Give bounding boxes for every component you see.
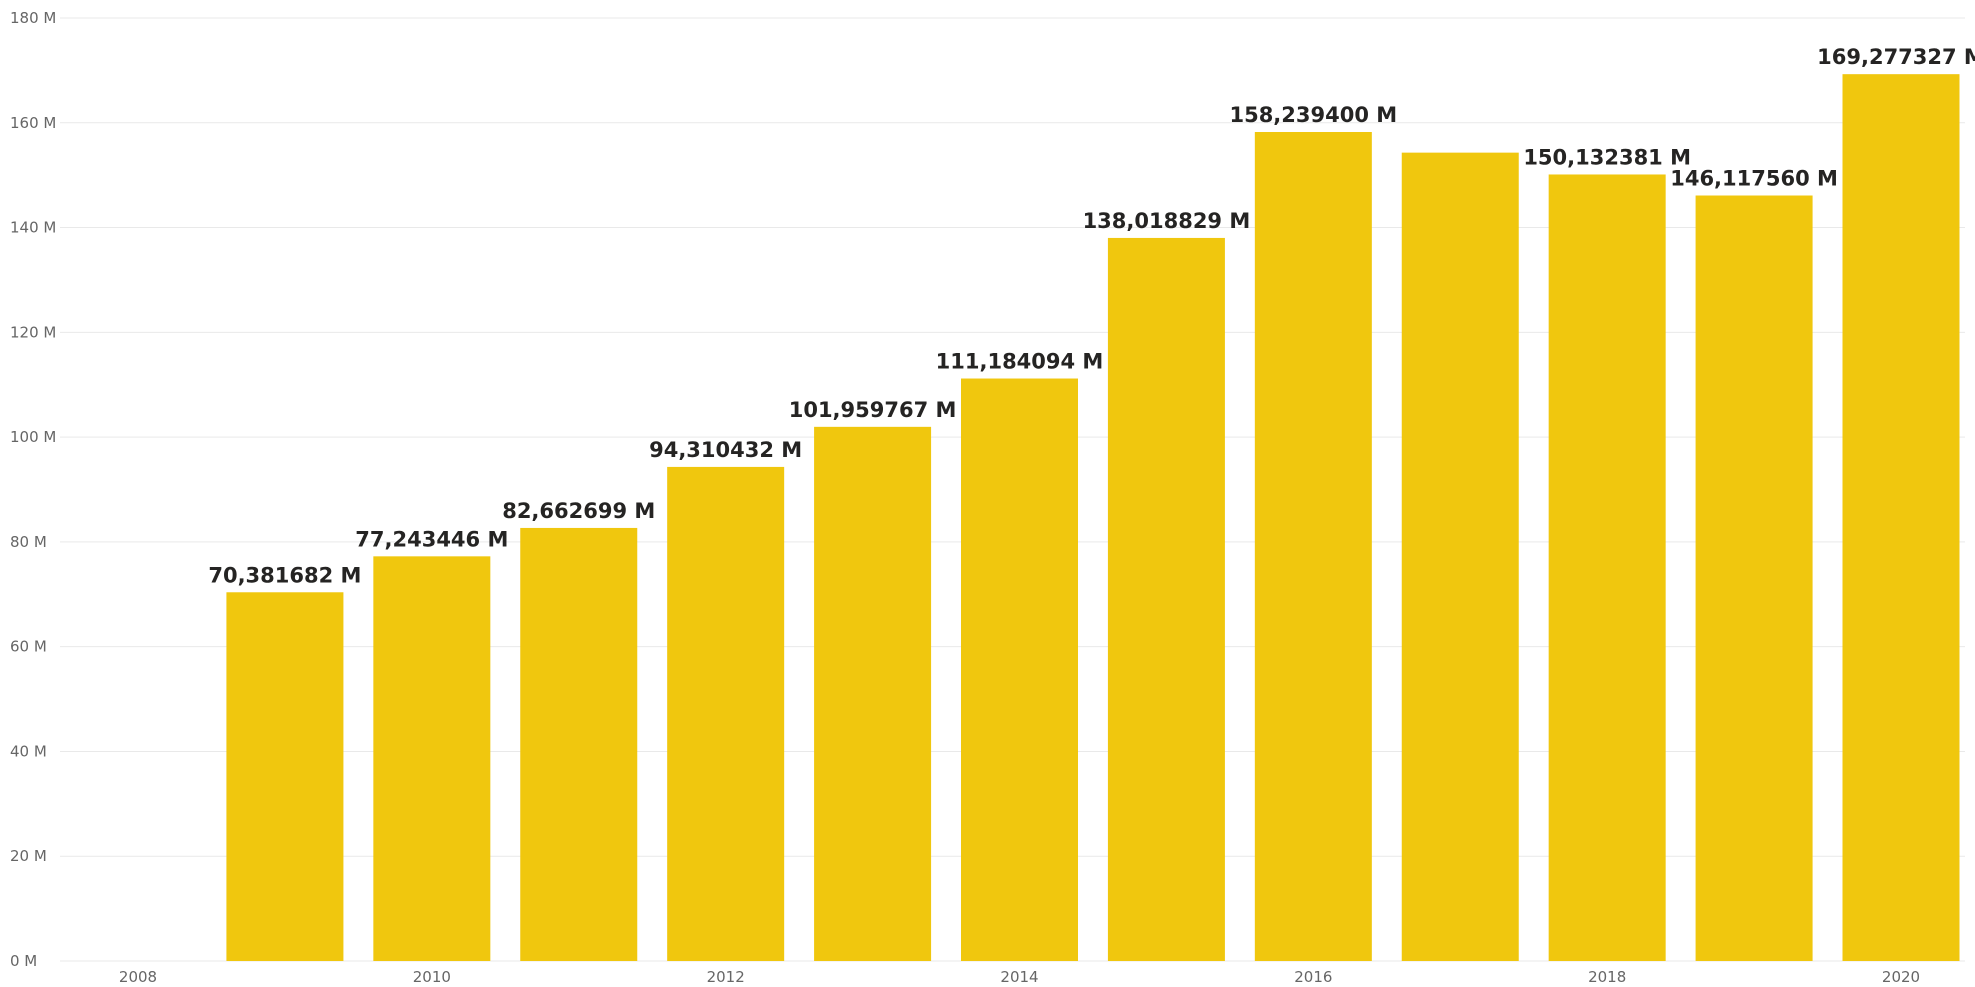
bar-2009[interactable] [226,592,344,961]
x-tick-label: 2018 [1588,968,1626,986]
bar-2010[interactable] [373,556,491,961]
bar-2013[interactable] [814,426,932,961]
x-tick-label: 2010 [413,968,451,986]
data-label-2019: 146,117560 M [1670,167,1838,191]
data-label-2011: 82,662699 M [502,499,655,523]
y-tick-label: 60 M [10,638,47,656]
bar-2015[interactable] [1107,237,1225,961]
y-tick-label: 100 M [10,428,56,446]
x-tick-label: 2020 [1882,968,1920,986]
y-tick-label: 120 M [10,323,56,341]
data-labels: 70,381682 M 77,243446 M 82,662699 M 94,3104… [208,45,1975,587]
bar-2016[interactable] [1254,132,1372,962]
y-tick-label: 20 M [10,847,47,865]
data-label-2012: 94,310432 M [649,438,802,462]
y-tick-label: 160 M [10,114,56,132]
bar-2017[interactable] [1401,152,1519,961]
bar-2011[interactable] [520,527,638,961]
bar-2019[interactable] [1695,195,1813,961]
y-tick-label: 0 M [10,952,37,970]
y-tick-label: 180 M [10,9,56,27]
data-label-2010: 77,243446 M [355,527,508,551]
data-label-2009: 70,381682 M [208,563,361,587]
bar-2012[interactable] [667,466,785,961]
y-tick-label: 140 M [10,219,56,237]
x-tick-label: 2016 [1294,968,1332,986]
data-label-2013: 101,959767 M [789,398,957,422]
data-label-2016: 158,239400 M [1229,103,1397,127]
bars [226,74,1960,962]
y-tick-label: 80 M [10,533,47,551]
data-label-2014: 111,184094 M [936,350,1104,374]
x-tick-label: 2012 [707,968,745,986]
data-label-2018: 150,132381 M [1523,145,1691,169]
x-tick-label: 2014 [1000,968,1038,986]
y-axis-ticks: 0 M 20 M 40 M 60 M 80 M 100 M 120 M 140 M 160 M 1… [10,9,56,970]
x-tick-label: 2008 [119,968,157,986]
data-label-2020: 169,277327 M [1817,45,1975,69]
x-axis-ticks: 2008 2010 2012 2014 2016 2018 2020 [119,968,1920,986]
data-label-2015: 138,018829 M [1083,209,1251,233]
y-tick-label: 40 M [10,742,47,760]
bar-2018[interactable] [1548,174,1666,961]
bar-2020[interactable] [1842,74,1960,962]
bar-2014[interactable] [961,378,1078,961]
